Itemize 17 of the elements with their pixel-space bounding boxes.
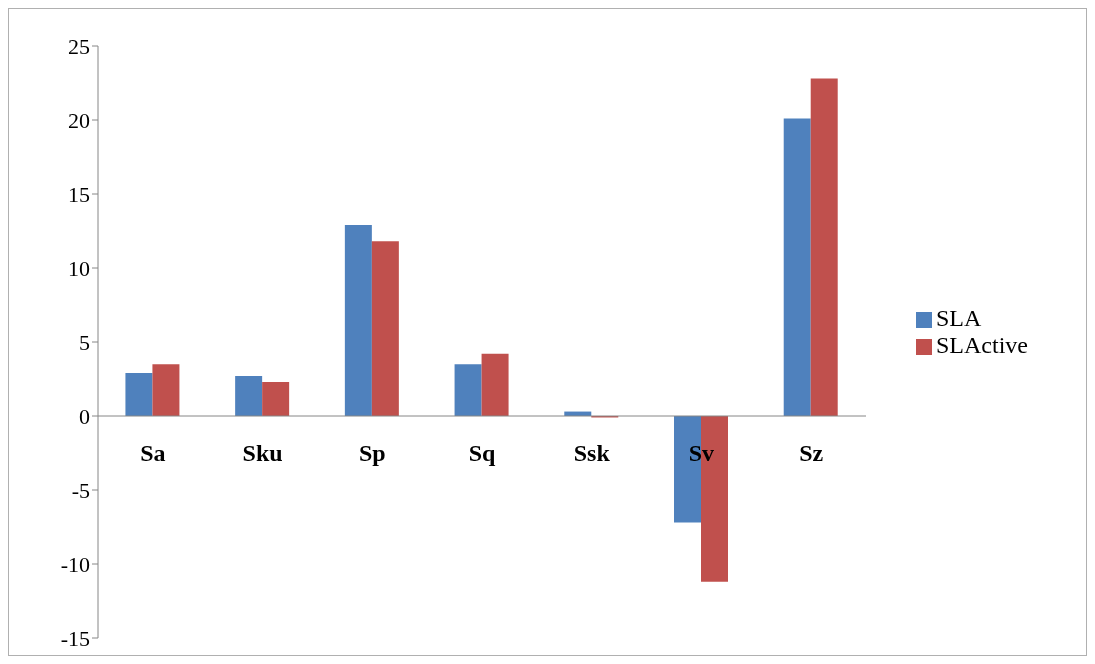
x-tick-label: Sz bbox=[799, 440, 824, 467]
x-tick-label: Sku bbox=[242, 440, 283, 467]
y-tick-label: 15 bbox=[68, 181, 90, 207]
y-tick-label: -10 bbox=[60, 551, 90, 577]
x-tick-label: Sp bbox=[358, 440, 386, 467]
x-tick-label: Sa bbox=[140, 440, 166, 467]
y-tick-label: -15 bbox=[60, 625, 90, 651]
y-tick-label: 10 bbox=[68, 255, 90, 281]
y-tick-label: 20 bbox=[68, 107, 90, 133]
x-tick-label: Ssk bbox=[573, 440, 611, 467]
y-tick-label: 25 bbox=[68, 33, 90, 59]
x-tick-label: Sq bbox=[468, 440, 496, 467]
legend-label: SLA bbox=[936, 305, 982, 331]
y-tick-label: -5 bbox=[71, 477, 90, 503]
y-tick-label: 0 bbox=[79, 403, 90, 429]
y-tick-label: 5 bbox=[79, 329, 90, 355]
legend-label: SLActive bbox=[936, 332, 1028, 358]
